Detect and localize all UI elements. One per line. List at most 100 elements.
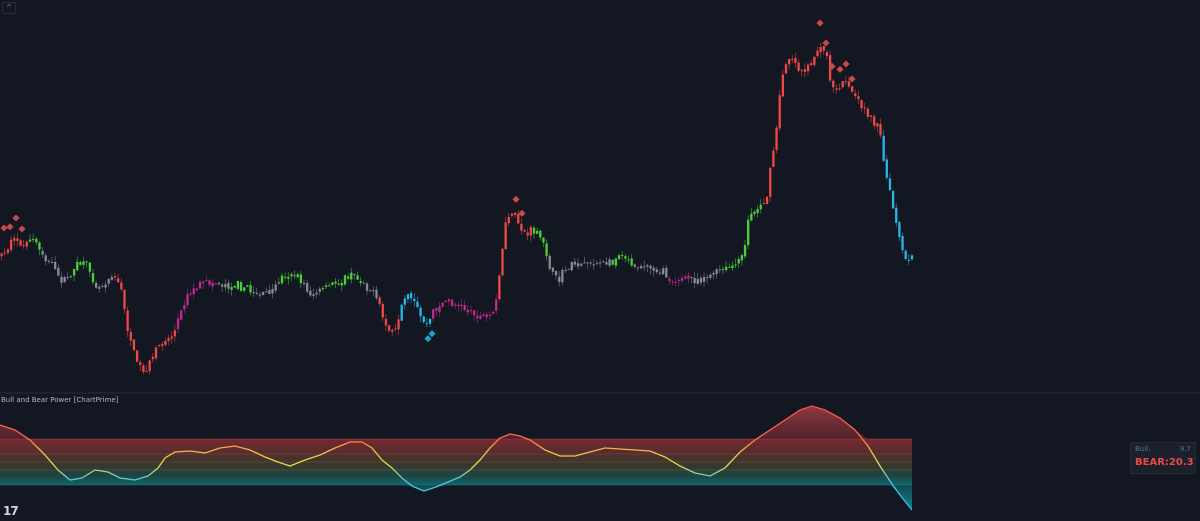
candle	[863, 102, 866, 114]
candle	[589, 260, 592, 267]
candle	[85, 260, 88, 268]
candle	[706, 274, 709, 284]
candle	[517, 210, 520, 225]
candle	[261, 291, 265, 296]
candle	[539, 229, 542, 241]
candle	[674, 277, 677, 287]
candle	[769, 167, 772, 203]
candle	[873, 114, 876, 130]
candle	[567, 268, 570, 270]
candle	[536, 227, 539, 234]
candle	[186, 288, 189, 309]
bear-signal-marker	[848, 75, 856, 83]
candle	[699, 275, 703, 286]
candle	[636, 266, 640, 272]
candle	[460, 299, 463, 312]
candle	[236, 280, 240, 291]
candle	[888, 173, 892, 192]
candle	[457, 302, 460, 312]
candle	[6, 247, 10, 256]
candle	[400, 303, 403, 321]
tradingview-logo[interactable]: 17	[3, 504, 19, 518]
bear-signal-marker	[512, 195, 520, 203]
bear-signal-marker	[18, 225, 26, 233]
candle	[416, 296, 419, 309]
bull-label: Bull:	[1135, 445, 1151, 453]
candle	[652, 265, 655, 277]
candle	[655, 266, 658, 275]
candle	[72, 268, 76, 282]
candle	[633, 263, 636, 269]
candle	[435, 307, 438, 317]
collapse-pane-button[interactable]: ^	[2, 2, 16, 14]
candle	[630, 254, 633, 267]
candle	[173, 324, 177, 343]
candle	[189, 290, 192, 297]
candle	[473, 310, 476, 322]
candle	[841, 81, 844, 89]
candle	[271, 283, 274, 299]
candle	[819, 42, 822, 58]
candle	[107, 278, 110, 287]
candle	[583, 256, 586, 264]
candle	[290, 272, 293, 282]
candle	[268, 284, 271, 295]
bear-value: 20.3	[1168, 457, 1194, 468]
candle	[576, 257, 580, 270]
candle	[148, 359, 151, 375]
candle	[866, 106, 870, 120]
candle	[132, 338, 136, 351]
candle	[195, 288, 199, 292]
candle	[879, 118, 882, 139]
candle	[614, 257, 618, 269]
candle	[98, 284, 101, 293]
candle	[806, 62, 810, 76]
candle	[117, 273, 120, 283]
candle	[554, 270, 558, 280]
candle	[428, 318, 432, 328]
candle	[413, 293, 416, 308]
bull-signal-marker	[424, 335, 432, 343]
candle	[876, 122, 879, 133]
candle	[362, 280, 366, 285]
candle	[778, 89, 781, 132]
candle	[800, 68, 803, 77]
candle	[139, 359, 142, 371]
candle	[548, 253, 551, 272]
candle	[702, 272, 706, 287]
candle	[50, 257, 54, 264]
candle	[816, 46, 819, 58]
candle	[356, 271, 359, 280]
candle	[381, 301, 384, 322]
candle	[869, 115, 873, 123]
candle	[687, 271, 690, 284]
candle	[63, 275, 66, 283]
candle	[287, 272, 290, 285]
candle	[54, 255, 57, 271]
indicator-title[interactable]: Bull and Bear Power [ChartPrime]	[1, 396, 119, 404]
candle	[605, 257, 608, 265]
candle	[41, 247, 44, 258]
candle	[693, 272, 696, 289]
candle	[592, 258, 595, 271]
candle	[217, 281, 221, 286]
candle	[299, 270, 303, 289]
candle	[479, 311, 482, 320]
candle	[331, 281, 334, 287]
candle	[835, 84, 838, 94]
candle	[280, 272, 284, 286]
candle	[318, 286, 321, 296]
candle	[167, 334, 170, 346]
candle	[3, 247, 6, 257]
candle	[545, 239, 548, 261]
candle	[441, 302, 444, 308]
candle	[561, 267, 564, 286]
candle	[22, 239, 25, 249]
candle	[321, 285, 325, 292]
candle	[671, 279, 674, 286]
candle	[192, 282, 195, 300]
candle	[265, 287, 268, 293]
candle	[564, 266, 567, 273]
candle	[387, 324, 391, 333]
candle	[822, 45, 825, 56]
